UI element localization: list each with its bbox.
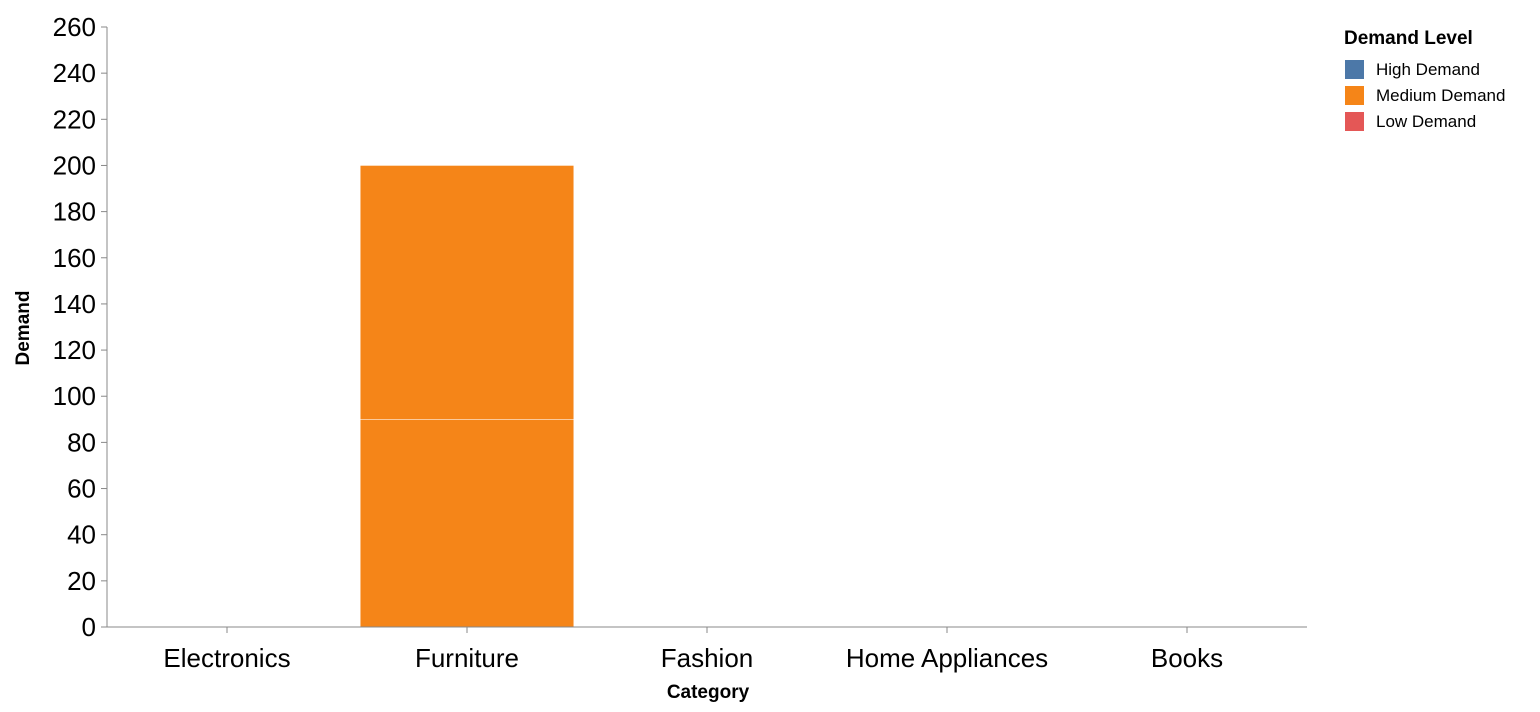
y-tick-label: 0 bbox=[82, 612, 96, 642]
legend-swatch bbox=[1345, 112, 1364, 131]
y-tick-label: 200 bbox=[53, 150, 96, 180]
x-axis: Electronics Furniture Fashion Home Applianc… bbox=[107, 626, 1307, 673]
y-tick-label: 240 bbox=[53, 58, 96, 88]
y-tick-label: 100 bbox=[53, 381, 96, 411]
y-tick-label: 20 bbox=[67, 566, 96, 596]
x-axis-title: Category bbox=[667, 682, 750, 703]
y-tick-label: 160 bbox=[53, 243, 96, 273]
y-tick-label: 120 bbox=[53, 335, 96, 365]
x-tick-label: Electronics bbox=[163, 643, 290, 673]
y-tick-label: 220 bbox=[53, 104, 96, 134]
y-axis: 0 20 40 60 80 100 120 140 160 180 200 220 240 260 bbox=[53, 12, 108, 642]
legend-title: Demand Level bbox=[1344, 28, 1473, 49]
legend-swatch bbox=[1345, 86, 1364, 105]
y-tick-label: 40 bbox=[67, 520, 96, 550]
y-axis-title: Demand bbox=[13, 291, 34, 366]
legend: Demand Level High Demand Medium Demand Low… bbox=[1344, 28, 1505, 131]
x-tick-label: Fashion bbox=[661, 643, 754, 673]
y-tick-label: 140 bbox=[53, 289, 96, 319]
y-tick-label: 80 bbox=[67, 427, 96, 457]
x-tick-label: Furniture bbox=[415, 643, 519, 673]
x-tick-label: Books bbox=[1151, 643, 1223, 673]
legend-label: High Demand bbox=[1376, 60, 1480, 79]
legend-label: Medium Demand bbox=[1376, 86, 1505, 105]
legend-swatch bbox=[1345, 60, 1364, 79]
y-tick-label: 60 bbox=[67, 474, 96, 504]
x-tick-label: Home Appliances bbox=[846, 643, 1048, 673]
y-tick-label: 180 bbox=[53, 197, 96, 227]
legend-label: Low Demand bbox=[1376, 112, 1476, 131]
bar-furniture-medium-demand-0 bbox=[359, 419, 575, 628]
bar-furniture-medium-demand-1 bbox=[359, 165, 575, 420]
plot-area bbox=[359, 165, 575, 628]
y-tick-label: 260 bbox=[53, 12, 96, 42]
